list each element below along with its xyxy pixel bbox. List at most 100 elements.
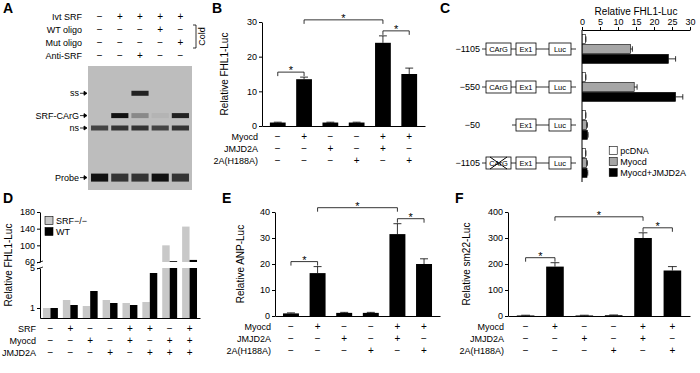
- table-sign: +: [611, 345, 617, 356]
- table-sign: +: [640, 321, 646, 332]
- axis-break-mark: [37, 261, 43, 269]
- error-cap: [585, 112, 586, 117]
- lane-sign: −: [97, 11, 103, 22]
- bar: [270, 123, 286, 126]
- construct-part: Luc: [554, 121, 566, 130]
- y-axis-title: Relative sm22-Luc: [461, 223, 472, 306]
- y-tick-label: 10: [247, 87, 257, 97]
- construct-box: [516, 119, 536, 131]
- y-tick: 180: [20, 207, 40, 217]
- plot-area: [517, 233, 681, 316]
- table-sign: −: [87, 323, 93, 334]
- y-tick-label: 40: [260, 207, 270, 217]
- gel-band: [91, 126, 108, 131]
- construct-box: [549, 157, 571, 169]
- error-bar: [397, 224, 398, 234]
- table-sign: −: [107, 335, 113, 346]
- y-tick-mark: [259, 57, 262, 58]
- y-axis-line: [275, 213, 276, 317]
- bar: [190, 260, 197, 318]
- table-row-label: JMJD2A: [470, 334, 504, 344]
- panel-letter: F: [455, 190, 464, 206]
- y-tick-label: 20: [260, 259, 270, 269]
- error-bar: [668, 58, 675, 59]
- table-sign: −: [275, 143, 281, 154]
- gel-band: [172, 91, 189, 96]
- y-tick-label: 0: [265, 311, 270, 321]
- y-tick-mark: [37, 245, 40, 246]
- table-sign: −: [288, 333, 294, 344]
- legend-entry: WT: [45, 227, 70, 237]
- significance-label: *: [302, 254, 307, 266]
- construct-box: [549, 43, 571, 55]
- table-sign: −: [301, 143, 307, 154]
- bar: [283, 313, 299, 316]
- gel-band: [131, 113, 148, 118]
- y-tick: 300: [488, 233, 508, 243]
- legend-label: Myocd: [620, 157, 647, 167]
- panel: D1560100140180Relative FHL1-LucSRF−+−−++…: [2, 190, 201, 358]
- bar: [576, 315, 594, 316]
- significance-label: *: [538, 250, 543, 262]
- lane-sign: +: [117, 11, 123, 22]
- error-cap: [580, 315, 589, 316]
- table-row-label: JMJD2A: [237, 334, 271, 344]
- x-tick-label: 25: [667, 17, 677, 27]
- bar: [83, 306, 90, 318]
- table-sign: −: [48, 347, 54, 358]
- table-sign: −: [341, 345, 347, 356]
- plot-area: [40, 227, 200, 318]
- y-tick-mark: [259, 126, 262, 127]
- construct-part: CArG: [489, 83, 508, 92]
- x-tick-mark: [600, 27, 601, 30]
- table-sign: +: [147, 323, 153, 334]
- panel: B0102030Relative FHL1-LucMyocd−+−−++JMJD…: [212, 0, 426, 166]
- x-tick: 0: [580, 17, 585, 30]
- table-sign: +: [87, 335, 93, 346]
- lane-sign: +: [137, 11, 143, 22]
- legend-swatch: [609, 169, 617, 177]
- y-axis-line: [262, 23, 263, 127]
- error-cap: [379, 35, 387, 36]
- gel-band: [172, 126, 189, 131]
- y-tick-mark: [505, 290, 508, 291]
- legend-swatch: [609, 158, 617, 166]
- error-cap: [585, 36, 586, 41]
- construct-part: Luc: [554, 83, 566, 92]
- table-row-label: Myocd: [244, 322, 271, 332]
- y-axis-line: [40, 213, 41, 263]
- construct-part: Ex1: [520, 159, 533, 168]
- bar: [582, 130, 587, 139]
- error-cap: [675, 56, 676, 61]
- y-tick-label: 140: [20, 224, 35, 234]
- table-sign: +: [167, 335, 173, 346]
- y-tick-mark: [505, 316, 508, 317]
- table-sign: −: [288, 321, 294, 332]
- y-tick-mark: [272, 290, 275, 291]
- legend: SRF−/−WT: [45, 216, 87, 237]
- x-axis: [41, 318, 201, 320]
- bracket-label: Cold: [197, 27, 207, 46]
- table-sign: +: [187, 323, 193, 334]
- figure: AIvt SRF−++++WT oligo−−−+−Mut oligo−−−−+…: [0, 0, 700, 373]
- table-sign: −: [394, 345, 400, 356]
- table-sign: −: [611, 321, 617, 332]
- x-tick-mark: [654, 27, 655, 30]
- plot-area: [270, 36, 417, 126]
- panel-letter: D: [3, 190, 13, 206]
- table-row-label: JMJD2A: [224, 144, 258, 154]
- table-sign: −: [523, 321, 529, 332]
- band-label: SRF-CArG: [36, 111, 80, 121]
- y-axis-title: Relative ANP-Luc: [235, 225, 246, 303]
- legend: pcDNAMyocdMyocd+JMJD2A: [609, 146, 686, 178]
- significance-label: *: [597, 209, 602, 221]
- y-tick-mark: [272, 238, 275, 239]
- bar: [582, 35, 586, 44]
- y-tick-label: 1: [30, 303, 35, 313]
- bar: [664, 271, 682, 317]
- y-axis-title: Relative FHL1-Luc: [3, 224, 14, 307]
- table-sign: −: [327, 155, 333, 166]
- table-sign: −: [421, 333, 427, 344]
- y-tick-label: 100: [20, 241, 35, 251]
- x-tick: 5: [598, 17, 603, 30]
